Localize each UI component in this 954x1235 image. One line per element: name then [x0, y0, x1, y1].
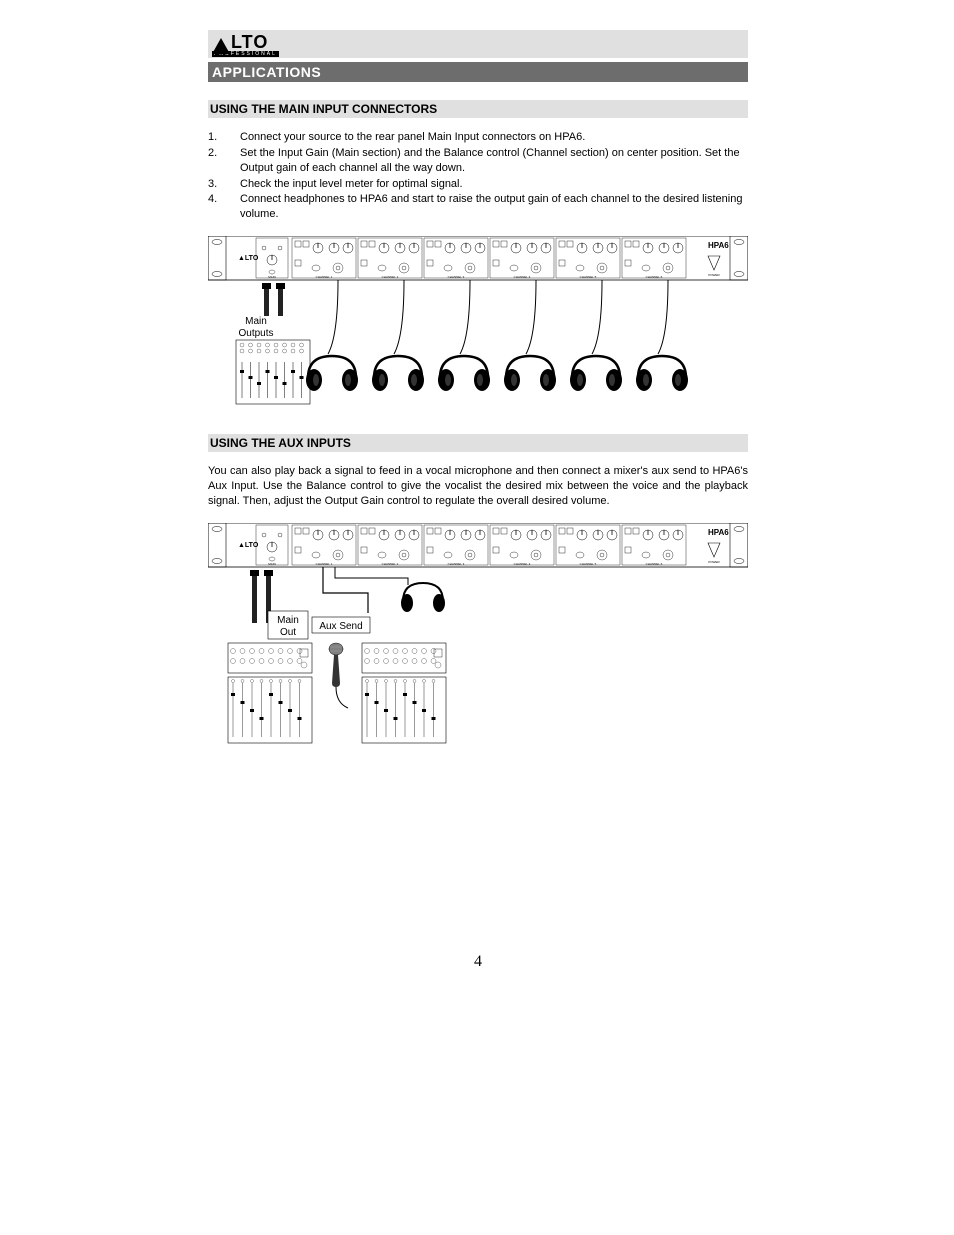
instruction-list-1: 1. Connect your source to the rear panel… [208, 130, 748, 222]
svg-text:▲LTO: ▲LTO [238, 542, 259, 549]
svg-text:CHANNEL 5: CHANNEL 5 [580, 275, 597, 279]
diagram2-svg: ▲LTO MAIN CHANNEL 1 [208, 523, 748, 753]
step-text: Check the input level meter for optimal … [240, 177, 748, 192]
section2-title: USING THE AUX INPUTS [208, 434, 748, 452]
diagram-2: ▲LTO MAIN CHANNEL 1 [208, 523, 748, 753]
diagram-1: ▲LTO MAIN CHANNEL 1 [208, 236, 748, 416]
instruction-row: 4. Connect headphones to HPA6 and start … [208, 192, 748, 222]
svg-text:CHANNEL 2: CHANNEL 2 [382, 275, 399, 279]
logo-triangle-icon [212, 38, 230, 54]
svg-text:CHANNEL 4: CHANNEL 4 [514, 562, 531, 566]
svg-text:POWER: POWER [708, 273, 720, 277]
svg-text:CHANNEL 3: CHANNEL 3 [448, 275, 465, 279]
step-text: Connect your source to the rear panel Ma… [240, 130, 748, 145]
svg-text:Out: Out [280, 627, 296, 638]
svg-text:CHANNEL 5: CHANNEL 5 [580, 562, 597, 566]
svg-text:CHANNEL 1: CHANNEL 1 [316, 275, 333, 279]
diagram1-svg: ▲LTO MAIN CHANNEL 1 [208, 236, 748, 416]
svg-text:CHANNEL 2: CHANNEL 2 [382, 562, 399, 566]
svg-text:MAIN: MAIN [268, 562, 276, 566]
svg-text:Outputs: Outputs [238, 328, 273, 339]
logo-text: LTO [231, 32, 268, 53]
alto-logo: LTO PROFESSIONAL [212, 32, 279, 57]
header-bar: LTO PROFESSIONAL [208, 30, 748, 58]
svg-text:POWER: POWER [708, 560, 720, 564]
step-text: Set the Input Gain (Main section) and th… [240, 146, 748, 176]
step-number: 3. [208, 177, 240, 192]
svg-text:CHANNEL 6: CHANNEL 6 [646, 275, 663, 279]
svg-text:Aux Send: Aux Send [319, 621, 362, 632]
svg-text:▲LTO: ▲LTO [238, 255, 259, 262]
svg-text:CHANNEL 3: CHANNEL 3 [448, 562, 465, 566]
step-text: Connect headphones to HPA6 and start to … [240, 192, 748, 222]
svg-text:HPA6: HPA6 [708, 241, 729, 250]
svg-text:CHANNEL 1: CHANNEL 1 [316, 562, 333, 566]
section2-body: You can also play back a signal to feed … [208, 464, 748, 509]
instruction-row: 1. Connect your source to the rear panel… [208, 130, 748, 145]
instruction-row: 2. Set the Input Gain (Main section) and… [208, 146, 748, 176]
section1-title: USING THE MAIN INPUT CONNECTORS [208, 100, 748, 118]
step-number: 1. [208, 130, 240, 145]
section-title: APPLICATIONS [208, 62, 748, 82]
svg-text:CHANNEL 6: CHANNEL 6 [646, 562, 663, 566]
page-container: LTO PROFESSIONAL APPLICATIONS USING THE … [0, 0, 954, 1011]
step-number: 2. [208, 146, 240, 176]
svg-text:CHANNEL 4: CHANNEL 4 [514, 275, 531, 279]
instruction-row: 3. Check the input level meter for optim… [208, 177, 748, 192]
svg-text:MAIN: MAIN [268, 275, 276, 279]
page-number: 4 [208, 953, 748, 971]
svg-text:HPA6: HPA6 [708, 528, 729, 537]
svg-text:Main: Main [277, 615, 299, 626]
step-number: 4. [208, 192, 240, 222]
main-outputs-label: Main [245, 316, 267, 327]
